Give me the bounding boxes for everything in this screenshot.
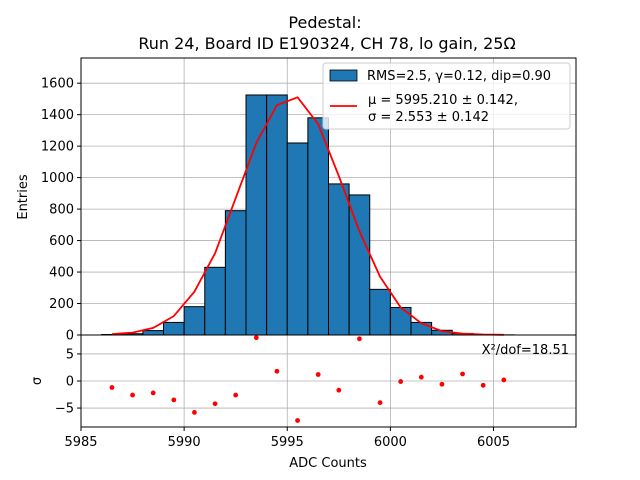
residual-point: [274, 368, 280, 374]
residual-point: [212, 401, 218, 407]
histogram-bar: [410, 321, 433, 336]
histogram-bar: [224, 210, 247, 336]
legend-histogram-swatch: [329, 69, 358, 82]
main-y-tick-label: 1400: [41, 108, 74, 123]
histogram-bar: [266, 94, 288, 336]
histogram-bar: [204, 266, 226, 336]
residual-point: [109, 385, 115, 390]
residual-point: [480, 382, 486, 388]
chart-title-line2: Run 24, Board ID E190324, CH 78, lo gain…: [138, 34, 515, 53]
histogram-bar: [328, 183, 350, 336]
x-tick-label: 6000: [374, 435, 407, 450]
residual-y-tick-label: 0: [66, 375, 74, 390]
residual-x-ticks: 5985 5990 5995 6000 6005: [64, 427, 510, 450]
legend-box: [322, 62, 571, 130]
x-tick-label: 6005: [477, 435, 510, 450]
histogram-bar: [142, 330, 164, 336]
residual-points: [109, 335, 507, 423]
main-y-tick-label: 1000: [41, 171, 74, 186]
histogram-bar: [286, 142, 309, 336]
main-y-axis-label: Entries: [16, 174, 31, 220]
residual-point: [130, 392, 135, 398]
residual-point: [253, 335, 259, 341]
residual-y-ticks: −5 0 5: [55, 347, 81, 417]
main-y-tick-label: 0: [66, 329, 74, 344]
residual-point: [295, 418, 300, 423]
fit-curve-group: [111, 96, 504, 336]
histogram-bar: [163, 321, 185, 336]
residual-y-axis-label: σ: [30, 377, 45, 385]
residual-y-tick-label: −5: [55, 402, 74, 417]
histogram-bars: [101, 94, 515, 336]
residual-point: [171, 397, 177, 403]
residual-point: [501, 377, 507, 383]
main-y-tick-label: 600: [49, 234, 74, 249]
residual-point: [418, 374, 424, 380]
residual-grid: [80, 335, 576, 427]
residual-point: [336, 387, 342, 393]
histogram-bar: [307, 117, 329, 336]
x-tick-label: 5995: [271, 435, 304, 450]
residual-point: [315, 372, 321, 377]
main-y-tick-label: 400: [49, 266, 74, 281]
main-y-tick-label: 1600: [41, 77, 74, 92]
legend-fit-label-mu: μ = 5995.210 ± 0.142,: [368, 93, 518, 108]
main-y-tick-label: 200: [49, 297, 74, 312]
fit-curve: [111, 96, 504, 336]
residual-point: [439, 381, 445, 387]
histogram-bar: [389, 306, 412, 336]
x-axis-label: ADC Counts: [289, 456, 367, 471]
histogram-bar: [369, 288, 391, 336]
residual-point: [377, 400, 383, 406]
histogram-bar: [348, 194, 371, 336]
residual-point: [398, 379, 404, 384]
x-tick-label: 5985: [64, 435, 97, 450]
residual-y-tick-label: 5: [66, 347, 74, 362]
chart-title-line1: Pedestal:: [288, 13, 361, 32]
residual-point: [460, 371, 465, 377]
legend-fit-label-sigma: σ = 2.553 ± 0.142: [368, 110, 489, 125]
main-y-ticks: 0 200 400 600 800 1000 1200 1400 1600: [41, 77, 81, 344]
residual-point: [233, 392, 239, 398]
residual-point: [192, 409, 197, 415]
x-tick-label: 5990: [168, 435, 201, 450]
main-y-tick-label: 1200: [41, 140, 74, 155]
chi2-annotation: X²/dof=18.51: [482, 343, 569, 358]
legend-histogram-label: RMS=2.5, γ=0.12, dip=0.90: [367, 69, 551, 84]
histogram-bar: [183, 306, 206, 336]
legend: RMS=2.5, γ=0.12, dip=0.90 μ = 5995.210 ±…: [322, 62, 571, 130]
main-y-tick-label: 800: [49, 203, 74, 218]
residual-point: [357, 336, 362, 342]
residual-point: [150, 390, 156, 396]
